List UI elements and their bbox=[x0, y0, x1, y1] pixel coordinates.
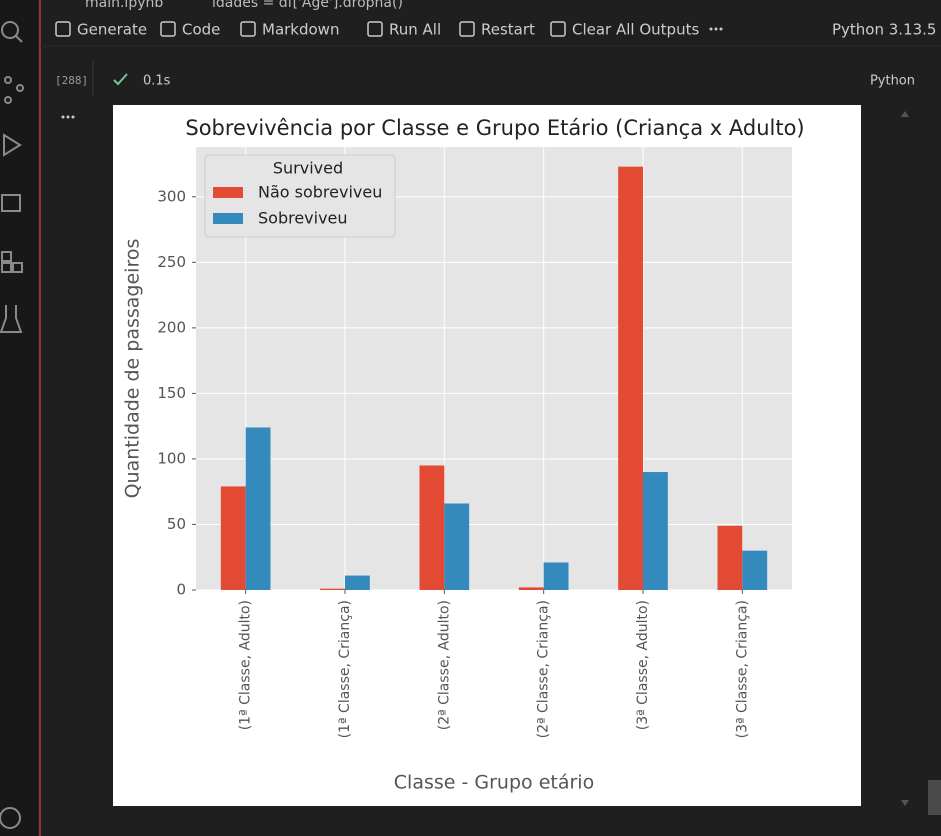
run-icon[interactable] bbox=[3, 133, 22, 157]
x-tick-label: (1ª Classe, Criança) bbox=[337, 600, 353, 738]
legend-swatch bbox=[213, 213, 243, 224]
scm-icon[interactable] bbox=[4, 76, 12, 84]
y-tick-label: 250 bbox=[157, 253, 186, 271]
y-tick-label: 150 bbox=[157, 384, 186, 402]
account-icon[interactable] bbox=[0, 807, 21, 829]
activity-icons bbox=[0, 21, 24, 829]
x-tick-label: (2ª Classe, Criança) bbox=[536, 600, 552, 738]
toolbar: Generate Code Markdown Run All Restart Clear … bbox=[55, 21, 699, 39]
bar bbox=[643, 472, 668, 590]
toolbar-icon[interactable] bbox=[55, 21, 71, 37]
scroll-up[interactable] bbox=[901, 111, 909, 117]
chart: 0 50 100 150 200 250 300 (1ª Classe, Adulto) (1ª… bbox=[122, 116, 805, 794]
toolbar-button[interactable]: Clear All Outputs bbox=[572, 21, 699, 39]
more-actions[interactable] bbox=[709, 27, 723, 31]
legend-label: Sobreviveu bbox=[258, 209, 348, 228]
chart-title: Sobrevivência por Classe e Grupo Etário … bbox=[185, 116, 804, 140]
extensions-icon[interactable] bbox=[1, 251, 12, 262]
y-axis-label: Quantidade de passageiros bbox=[122, 239, 144, 499]
bar bbox=[618, 166, 643, 590]
scroll-down[interactable] bbox=[901, 800, 909, 806]
x-tick-label: (2ª Classe, Adulto) bbox=[436, 600, 452, 730]
bar bbox=[444, 503, 470, 590]
y-tick-label: 300 bbox=[157, 187, 186, 205]
remote-icon[interactable] bbox=[1, 194, 21, 212]
x-tick-label: (3ª Classe, Criança) bbox=[734, 600, 750, 738]
toolbar-button[interactable]: Markdown bbox=[262, 21, 339, 39]
toolbar-icon[interactable] bbox=[240, 21, 256, 37]
cell-language[interactable]: Python bbox=[870, 74, 915, 89]
toolbar-button[interactable]: Code bbox=[182, 21, 220, 39]
output-more[interactable] bbox=[61, 115, 75, 119]
bar bbox=[220, 486, 246, 590]
x-tick-label: (1ª Classe, Adulto) bbox=[238, 600, 254, 730]
bar bbox=[518, 587, 544, 590]
toolbar-button[interactable]: Restart bbox=[481, 21, 535, 39]
bar bbox=[742, 550, 768, 590]
search-icon[interactable] bbox=[1, 21, 19, 39]
bar bbox=[320, 588, 345, 590]
toolbar-icon[interactable] bbox=[367, 21, 383, 37]
legend-label: Não sobreviveu bbox=[258, 183, 382, 202]
breadcrumb-cell[interactable]: idades = df['Age'].dropna() bbox=[212, 0, 403, 11]
legend-title: Survived bbox=[273, 159, 343, 178]
y-tick-label: 200 bbox=[157, 318, 186, 336]
toolbar-icon[interactable] bbox=[459, 21, 475, 37]
scrollbar-thumb[interactable] bbox=[928, 780, 941, 815]
toolbar-icon[interactable] bbox=[550, 21, 566, 37]
breadcrumb-file[interactable]: main.ipynb bbox=[85, 0, 163, 11]
bar bbox=[345, 575, 370, 590]
bar bbox=[543, 562, 569, 590]
toolbar-button[interactable]: Run All bbox=[389, 21, 441, 39]
execution-count: [288] bbox=[55, 74, 88, 87]
bar bbox=[245, 427, 271, 590]
y-tick-label: 0 bbox=[176, 581, 186, 599]
duration: 0.1s bbox=[143, 74, 171, 89]
toolbar-button[interactable]: Generate bbox=[77, 21, 147, 39]
y-tick-label: 50 bbox=[167, 515, 186, 533]
legend-box bbox=[204, 154, 396, 238]
activity-bar bbox=[0, 0, 38, 836]
testing-icon[interactable] bbox=[0, 305, 23, 333]
x-axis-label: Classe - Grupo etário bbox=[394, 772, 594, 794]
success-icon bbox=[113, 73, 128, 86]
bar bbox=[717, 525, 743, 590]
y-tick-label: 100 bbox=[157, 449, 186, 467]
x-tick-label: (3ª Classe, Adulto) bbox=[635, 600, 651, 730]
kernel-picker[interactable]: Python 3.13.5 bbox=[832, 21, 936, 39]
toolbar-icon[interactable] bbox=[160, 21, 176, 37]
bar bbox=[419, 465, 445, 590]
legend-swatch bbox=[213, 187, 243, 198]
